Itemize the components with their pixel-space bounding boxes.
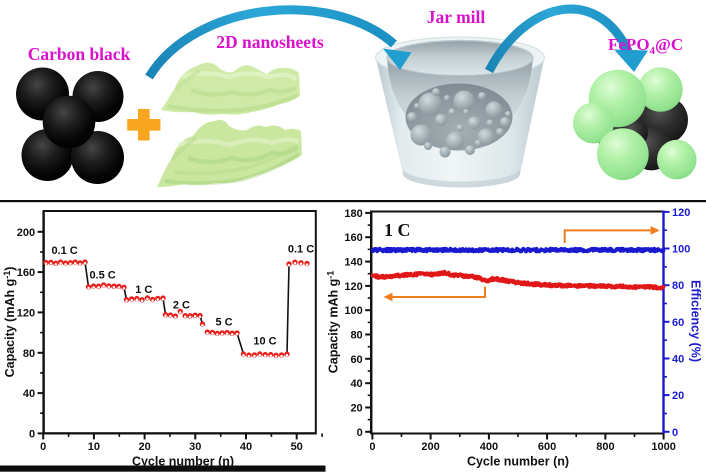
svg-text:0.1 C: 0.1 C xyxy=(288,244,314,256)
svg-text:20: 20 xyxy=(672,390,684,402)
svg-text:FePO4@C: FePO4@C xyxy=(608,35,683,57)
svg-text:40: 40 xyxy=(350,378,362,390)
svg-text:200: 200 xyxy=(421,441,439,453)
svg-text:140: 140 xyxy=(344,257,362,269)
svg-text:1 C: 1 C xyxy=(135,284,152,296)
svg-text:160: 160 xyxy=(17,267,35,279)
svg-text:2D nanosheets: 2D nanosheets xyxy=(216,32,324,52)
svg-text:100: 100 xyxy=(672,244,690,256)
svg-text:400: 400 xyxy=(480,441,498,453)
svg-text:10 C: 10 C xyxy=(253,335,276,347)
svg-text:20: 20 xyxy=(350,403,362,415)
svg-text:Efficiency (%): Efficiency (%) xyxy=(689,280,703,362)
svg-text:80: 80 xyxy=(350,330,362,342)
svg-text:Capacity (mAh g-1): Capacity (mAh g-1) xyxy=(2,267,17,378)
svg-text:10: 10 xyxy=(88,441,100,453)
svg-text:120: 120 xyxy=(17,307,35,319)
svg-text:Jar mill: Jar mill xyxy=(427,7,486,27)
svg-text:0: 0 xyxy=(369,441,375,453)
svg-text:Capacity mAh g-1: Capacity mAh g-1 xyxy=(326,271,341,373)
svg-text:5 C: 5 C xyxy=(215,317,232,329)
svg-text:0.1 C: 0.1 C xyxy=(51,245,77,257)
svg-text:1 C: 1 C xyxy=(384,220,411,240)
svg-text:160: 160 xyxy=(344,232,362,244)
svg-text:60: 60 xyxy=(672,317,684,329)
svg-text:120: 120 xyxy=(672,207,690,219)
svg-text:0: 0 xyxy=(357,427,363,439)
svg-text:40: 40 xyxy=(672,354,684,366)
svg-text:600: 600 xyxy=(538,441,556,453)
svg-text:80: 80 xyxy=(672,280,684,292)
svg-text:50: 50 xyxy=(291,441,303,453)
svg-text:120: 120 xyxy=(344,281,362,293)
svg-text:40: 40 xyxy=(240,441,252,453)
svg-text:Carbon black: Carbon black xyxy=(28,44,131,64)
svg-text:0: 0 xyxy=(672,427,678,439)
svg-text:20: 20 xyxy=(138,441,150,453)
svg-text:40: 40 xyxy=(23,388,35,400)
svg-text:2 C: 2 C xyxy=(173,299,190,311)
svg-text:0.5 C: 0.5 C xyxy=(89,270,115,282)
svg-text:Cycle number (n): Cycle number (n) xyxy=(132,455,234,469)
svg-text:Cycle number (n): Cycle number (n) xyxy=(467,455,569,469)
svg-text:200: 200 xyxy=(17,227,35,239)
svg-text:800: 800 xyxy=(596,441,614,453)
svg-text:100: 100 xyxy=(344,305,362,317)
svg-text:180: 180 xyxy=(344,208,362,220)
svg-text:30: 30 xyxy=(189,441,201,453)
svg-text:0: 0 xyxy=(29,428,35,440)
svg-text:0: 0 xyxy=(40,441,46,453)
svg-text:80: 80 xyxy=(23,348,35,360)
svg-text:1000: 1000 xyxy=(651,441,675,453)
svg-text:60: 60 xyxy=(350,354,362,366)
